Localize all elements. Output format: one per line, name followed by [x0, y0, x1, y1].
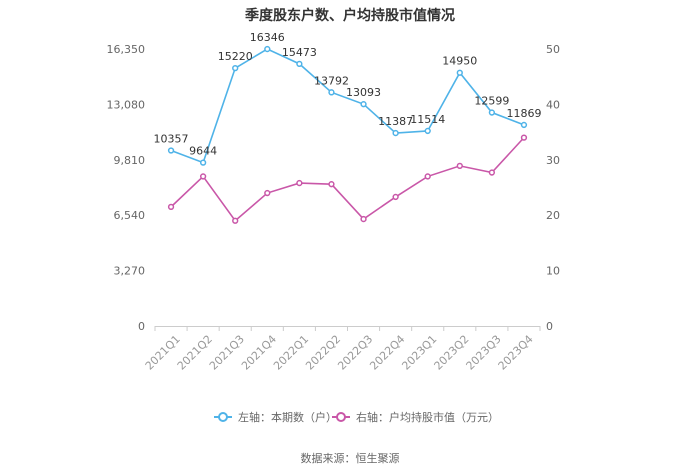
left-tick-label: 6,540: [114, 209, 146, 222]
data-point[interactable]: [264, 45, 271, 53]
right-tick-label: 50: [546, 43, 560, 56]
left-tick-label: 3,270: [114, 265, 146, 278]
right-tick-label: 20: [546, 209, 560, 222]
chart-title: 季度股东户数、户均持股市值情况: [244, 7, 455, 24]
left-tick-label: 13,080: [107, 98, 146, 111]
left-tick-label: 0: [138, 320, 145, 333]
left-tick-label: 16,350: [107, 43, 146, 56]
data-point[interactable]: [360, 101, 367, 108]
data-point[interactable]: [488, 109, 496, 116]
data-label: 14950: [442, 55, 477, 68]
data-point[interactable]: [328, 89, 335, 96]
legend: 左轴：本期数（户） 右轴：户均持股市值（万元）: [214, 410, 499, 424]
data-point[interactable]: [424, 127, 431, 135]
data-point[interactable]: [520, 121, 528, 129]
data-label: 10357: [154, 133, 189, 146]
right-tick-label: 30: [546, 154, 560, 167]
legend-label[interactable]: 右轴：户均持股市值（万元）: [356, 410, 499, 424]
left-tick-label: 9,810: [114, 154, 146, 167]
series-line-2: [170, 137, 525, 222]
data-point[interactable]: [328, 181, 335, 188]
series-lines: 1035796441522016346154731379213093113871…: [154, 31, 541, 224]
series-line-1: [170, 48, 525, 164]
data-point[interactable]: [392, 129, 399, 137]
data-point[interactable]: [424, 173, 431, 180]
data-point[interactable]: [296, 60, 303, 68]
data-label: 15220: [218, 50, 253, 63]
data-point[interactable]: [520, 134, 528, 141]
x-tick-label: 2023Q4: [496, 333, 536, 373]
data-label: 15473: [282, 46, 317, 59]
data-label: 13792: [314, 74, 349, 87]
legend-marker: [218, 412, 228, 422]
data-label: 16346: [250, 31, 285, 44]
right-tick-label: 0: [546, 320, 553, 333]
data-label: 11869: [506, 107, 541, 120]
data-point[interactable]: [232, 64, 239, 72]
data-label: 9644: [189, 145, 217, 158]
data-point[interactable]: [232, 217, 239, 224]
data-label: 11387: [378, 115, 413, 128]
data-point[interactable]: [167, 147, 175, 154]
data-point[interactable]: [360, 215, 367, 223]
right-tick-label: 10: [546, 265, 560, 278]
data-point[interactable]: [456, 69, 463, 76]
legend-marker: [336, 412, 346, 422]
data-point[interactable]: [167, 203, 175, 211]
data-point[interactable]: [488, 169, 496, 176]
data-point[interactable]: [456, 162, 463, 170]
data-point[interactable]: [199, 173, 207, 180]
legend-label[interactable]: 左轴：本期数（户）: [238, 410, 337, 424]
data-point[interactable]: [392, 193, 399, 201]
data-point[interactable]: [264, 189, 271, 197]
right-tick-label: 40: [546, 98, 560, 111]
data-label: 12599: [474, 95, 509, 108]
source-note: 数据来源：恒生聚源: [301, 451, 400, 465]
data-point[interactable]: [199, 159, 207, 166]
data-label: 13093: [346, 86, 381, 99]
data-label: 11514: [410, 113, 445, 126]
data-point[interactable]: [296, 179, 303, 187]
